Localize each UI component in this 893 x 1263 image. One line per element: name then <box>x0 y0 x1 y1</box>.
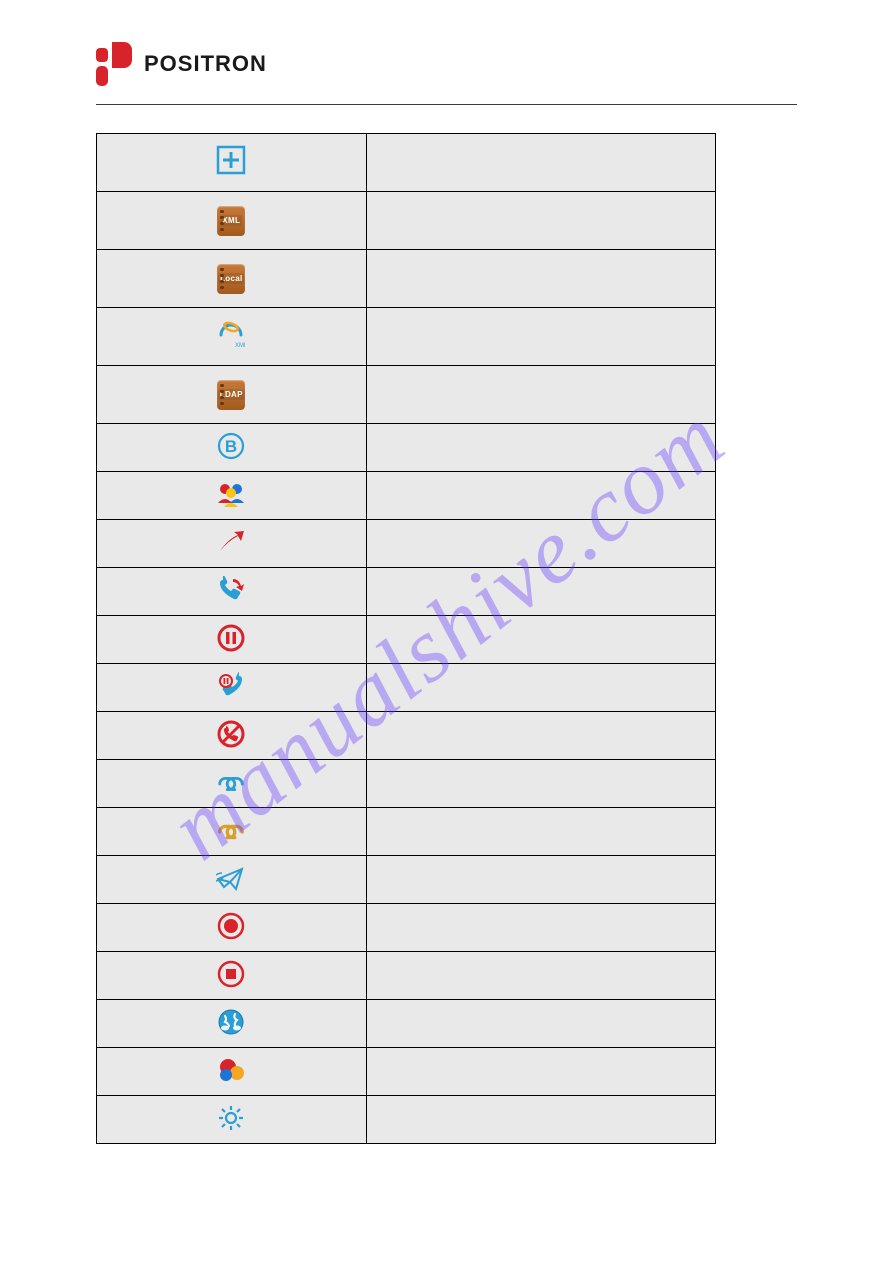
table-row <box>97 472 716 520</box>
ie-xml-icon: XML <box>216 320 246 350</box>
icon-cell: B <box>97 424 367 472</box>
description-cell <box>366 808 715 856</box>
description-cell <box>366 472 715 520</box>
table-row: B <box>97 424 716 472</box>
record-stop-icon <box>216 959 246 989</box>
table-row: XML <box>97 308 716 366</box>
table-row <box>97 664 716 712</box>
description-cell <box>366 366 715 424</box>
table-row <box>97 1000 716 1048</box>
description-cell <box>366 250 715 308</box>
circle-pause-icon <box>216 623 246 653</box>
icon-cell <box>97 904 367 952</box>
icon-cell <box>97 808 367 856</box>
icon-cell: XML <box>97 192 367 250</box>
page: POSITRON XML Local XML LDAP B <box>0 0 893 1144</box>
description-cell <box>366 134 715 192</box>
description-cell <box>366 424 715 472</box>
table-row: XML <box>97 192 716 250</box>
description-cell <box>366 952 715 1000</box>
icon-cell <box>97 712 367 760</box>
brand-name: POSITRON <box>144 51 267 77</box>
table-row <box>97 1048 716 1096</box>
icon-cell <box>97 472 367 520</box>
table-row <box>97 760 716 808</box>
table-row <box>97 952 716 1000</box>
book-local-icon: Local <box>216 264 246 294</box>
arrow-up-right-icon <box>216 527 246 557</box>
table-row <box>97 520 716 568</box>
table-row <box>97 808 716 856</box>
table-row <box>97 856 716 904</box>
table-row: Local <box>97 250 716 308</box>
table-row <box>97 134 716 192</box>
icon-cell <box>97 760 367 808</box>
description-cell <box>366 856 715 904</box>
icon-cell <box>97 520 367 568</box>
brand-header: POSITRON <box>96 42 797 104</box>
brand-logo-icon <box>96 42 132 86</box>
paper-plane-icon <box>216 864 246 894</box>
phone-callback-icon <box>216 575 246 605</box>
description-cell <box>366 568 715 616</box>
record-dot-icon <box>216 911 246 941</box>
svg-text:XML: XML <box>235 343 245 349</box>
circle-b-icon: B <box>216 431 246 461</box>
book-xml-icon: XML <box>216 206 246 236</box>
description-cell <box>366 308 715 366</box>
icon-cell <box>97 568 367 616</box>
description-cell <box>366 616 715 664</box>
link-chain-blue-icon <box>216 769 246 799</box>
description-cell <box>366 520 715 568</box>
icon-cell <box>97 1000 367 1048</box>
description-cell <box>366 192 715 250</box>
book-ldap-icon: LDAP <box>216 380 246 410</box>
description-cell <box>366 1096 715 1144</box>
description-cell <box>366 1048 715 1096</box>
gear-icon <box>216 1103 246 1133</box>
icon-cell: XML <box>97 308 367 366</box>
phone-hold-icon <box>216 671 246 701</box>
circle-no-phone-icon <box>216 719 246 749</box>
icon-cell <box>97 134 367 192</box>
svg-text:B: B <box>225 437 237 456</box>
icon-table: XML Local XML LDAP B <box>96 133 716 1144</box>
icon-cell <box>97 856 367 904</box>
plus-square-icon <box>216 145 246 175</box>
color-balls-icon <box>216 1055 246 1085</box>
description-cell <box>366 1000 715 1048</box>
icon-cell <box>97 952 367 1000</box>
description-cell <box>366 712 715 760</box>
icon-cell <box>97 616 367 664</box>
globe-hands-icon <box>216 1007 246 1037</box>
people-group-icon <box>216 479 246 509</box>
table-row <box>97 616 716 664</box>
description-cell <box>366 664 715 712</box>
header-divider <box>96 104 797 105</box>
link-chain-gold-icon <box>216 817 246 847</box>
table-row <box>97 568 716 616</box>
table-row <box>97 1096 716 1144</box>
description-cell <box>366 760 715 808</box>
icon-cell: Local <box>97 250 367 308</box>
table-row: LDAP <box>97 366 716 424</box>
icon-cell <box>97 1048 367 1096</box>
icon-cell: LDAP <box>97 366 367 424</box>
icon-cell <box>97 664 367 712</box>
icon-cell <box>97 1096 367 1144</box>
description-cell <box>366 904 715 952</box>
table-row <box>97 904 716 952</box>
table-row <box>97 712 716 760</box>
